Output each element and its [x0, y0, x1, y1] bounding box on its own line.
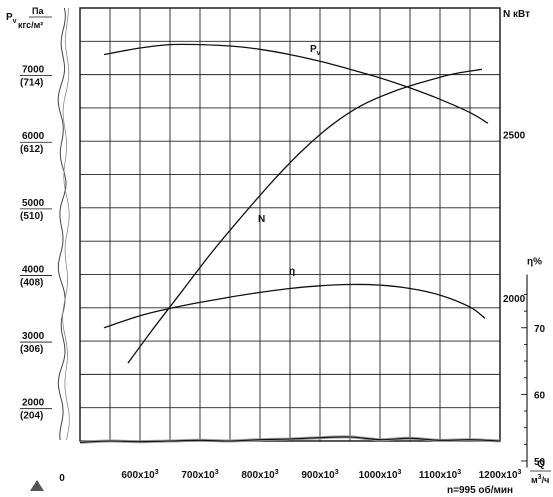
rotation-speed-label: n=995 об/мин	[447, 484, 513, 496]
left-axis-unit-bottom: кгс/м²	[18, 20, 43, 30]
left-tick-sub-5: (204)	[20, 411, 43, 422]
left-tick-sub-1: (612)	[20, 144, 43, 155]
left-tick-label-3: 4000	[22, 264, 45, 275]
efficiency-tick-label-1: 60	[534, 390, 546, 401]
x-axis-unit: м3/ч	[531, 474, 549, 485]
x-tick-label-5: 1100x103	[419, 469, 461, 481]
x-axis-label: Q	[537, 459, 545, 470]
series	[79, 43, 501, 444]
left-tick-label-2: 5000	[22, 198, 45, 209]
x-tick-label-0: 600x103	[121, 469, 158, 481]
left-aux-line-b	[62, 7, 70, 441]
origin-label: 0	[59, 473, 65, 484]
left-aux-line-a	[57, 7, 67, 441]
series-label-pv: Pv	[310, 44, 321, 57]
axes	[20, 7, 551, 491]
series-pv-line	[103, 43, 489, 124]
series-label-eta: η	[289, 266, 295, 277]
power-axis-label: N кВт	[503, 9, 530, 20]
left-tick-label-0: 7000	[22, 65, 45, 76]
x-tick-label-1: 700x103	[181, 469, 218, 481]
left-tick-label-5: 2000	[22, 398, 45, 409]
x-tick-label-2: 800x103	[241, 469, 278, 481]
left-axis-label: Pv	[6, 12, 17, 25]
left-tick-sub-4: (306)	[20, 344, 43, 355]
power-tick-label-0: 2500	[503, 131, 526, 142]
baseline-band-line	[79, 436, 501, 443]
series-label-n: N	[258, 214, 265, 225]
x-tick-label-3: 900x103	[301, 469, 338, 481]
efficiency-axis-label: η%	[527, 256, 542, 267]
left-axis-unit-top: Па	[32, 6, 44, 16]
power-tick-label-1: 2000	[503, 294, 526, 305]
efficiency-tick-label-2: 50	[534, 457, 546, 468]
x-tick-label-4: 1000x103	[359, 469, 402, 481]
triangle-marker-icon	[30, 480, 44, 491]
left-tick-label-1: 6000	[22, 131, 45, 142]
left-tick-label-4: 3000	[22, 331, 45, 342]
left-tick-sub-3: (408)	[20, 277, 43, 288]
grid	[79, 7, 501, 442]
x-tick-label-6: 1200x103	[479, 469, 522, 481]
left-tick-sub-0: (714)	[20, 78, 43, 89]
series-n-line	[127, 68, 483, 364]
plot-frame	[79, 7, 501, 442]
left-tick-sub-2: (510)	[20, 211, 43, 222]
efficiency-tick-label-0: 70	[534, 324, 546, 335]
labels: 7000 (714) 6000 (612) 5000 (510) 4000 (408) 3000…	[6, 6, 549, 496]
series-eta-line	[103, 283, 486, 329]
